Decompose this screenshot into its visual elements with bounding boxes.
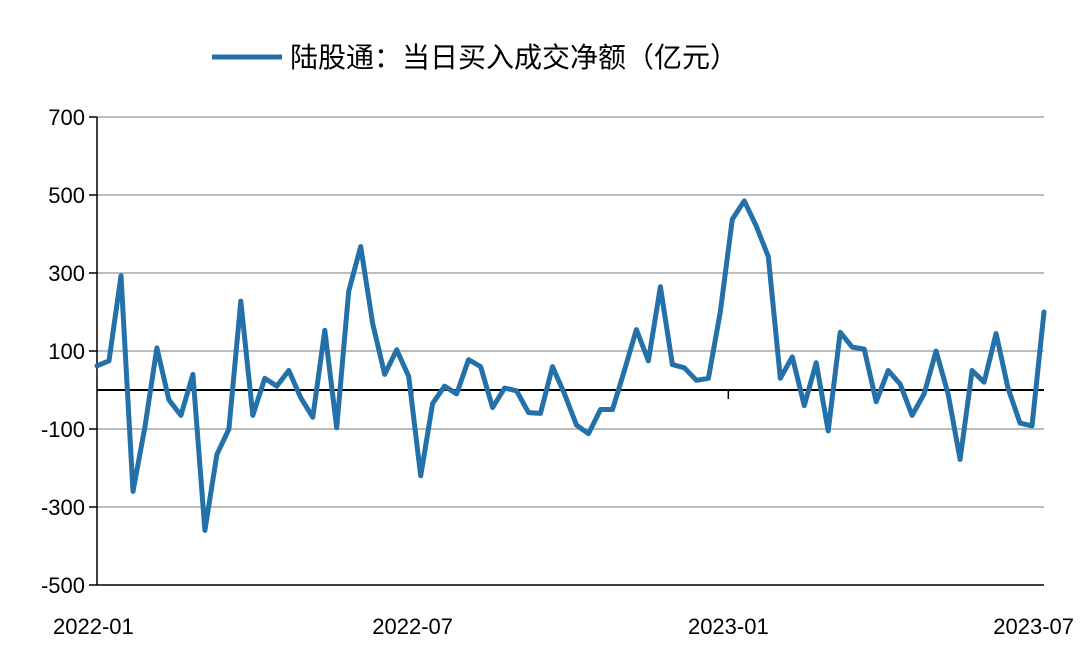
y-tick-label-2: -100 — [41, 417, 85, 442]
y-tick-label-5: 500 — [48, 183, 85, 208]
x-tick-label-3: 2023-07 — [993, 614, 1074, 639]
y-tick-label-1: -300 — [41, 495, 85, 520]
x-tick-label-1: 2022-07 — [372, 614, 453, 639]
x-axis: 2022-01 2022-07 2023-01 2023-07 — [53, 389, 1074, 639]
legend-label: 陆股通：当日买入成交净额（亿元） — [290, 41, 738, 74]
y-tick-label-4: 300 — [48, 261, 85, 286]
series-line — [94, 198, 1047, 533]
y-tick-label-6: 700 — [48, 105, 85, 130]
gridlines — [97, 116, 1044, 508]
series-group — [94, 198, 1047, 533]
legend: 陆股通：当日买入成交净额（亿元） — [212, 41, 738, 74]
y-tick-label-0: -500 — [41, 573, 85, 598]
y-axis: -500 -300 -100 100 300 500 700 — [41, 105, 98, 598]
x-tick-label-2: 2023-01 — [688, 614, 769, 639]
x-tick-label-0: 2022-01 — [53, 614, 134, 639]
y-tick-label-3: 100 — [48, 339, 85, 364]
